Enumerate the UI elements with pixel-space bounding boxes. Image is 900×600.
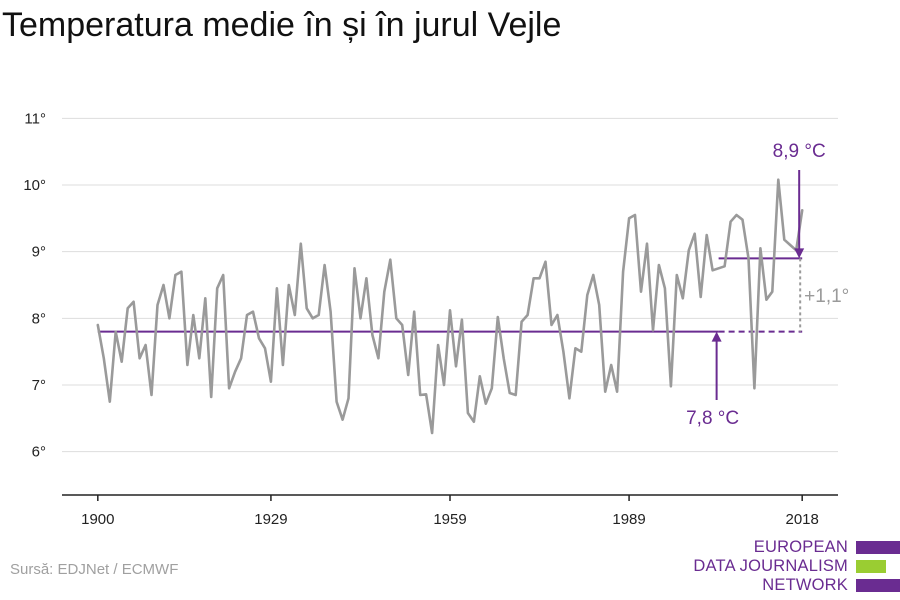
x-axis bbox=[62, 494, 838, 501]
logo-bar-middle bbox=[856, 560, 886, 573]
x-tick-label: 1959 bbox=[433, 511, 466, 528]
y-tick-label: 10° bbox=[23, 177, 46, 194]
y-tick-label: 8° bbox=[32, 310, 46, 327]
difference-label: +1,1° bbox=[804, 286, 849, 307]
y-tick-label: 7° bbox=[32, 377, 46, 394]
recent-average-label: 8,9 °C bbox=[773, 141, 826, 162]
logo-line-1: EUROPEAN bbox=[753, 538, 848, 556]
temperature-series-line bbox=[96, 178, 804, 435]
y-axis-labels: 6° 7° 8° 9° 10° 11° bbox=[23, 110, 46, 460]
chart-title: Temperatura medie în și în jurul Vejle bbox=[2, 6, 562, 44]
x-tick-label: 2018 bbox=[785, 511, 818, 528]
logo-bar-top bbox=[856, 541, 900, 554]
baseline-arrow-head bbox=[711, 331, 722, 342]
x-tick-label: 1989 bbox=[612, 511, 645, 528]
recent-arrow-head bbox=[794, 248, 805, 259]
series bbox=[96, 178, 804, 435]
logo-bar-bottom bbox=[856, 579, 900, 592]
annotations: +1,1° 8,9 °C 7,8 °C bbox=[686, 141, 849, 429]
y-tick-label: 6° bbox=[32, 444, 46, 461]
logo-line-2: DATA JOURNALISM bbox=[693, 557, 848, 575]
x-tick-label: 1900 bbox=[81, 511, 114, 528]
y-tick-label: 9° bbox=[32, 244, 46, 261]
source-credit: Sursă: EDJNet / ECMWF bbox=[10, 561, 179, 578]
y-tick-label: 11° bbox=[24, 110, 46, 127]
logo-text: EUROPEAN DATA JOURNALISM NETWORK bbox=[693, 538, 848, 595]
baseline-average-label: 7,8 °C bbox=[686, 408, 739, 429]
x-tick-label: 1929 bbox=[254, 511, 287, 528]
logo-line-3: NETWORK bbox=[762, 576, 848, 594]
gridlines bbox=[62, 117, 838, 453]
edjnet-logo: EUROPEAN DATA JOURNALISM NETWORK bbox=[693, 530, 900, 598]
x-axis-labels: 1900 1929 1959 1989 2018 bbox=[81, 511, 819, 528]
